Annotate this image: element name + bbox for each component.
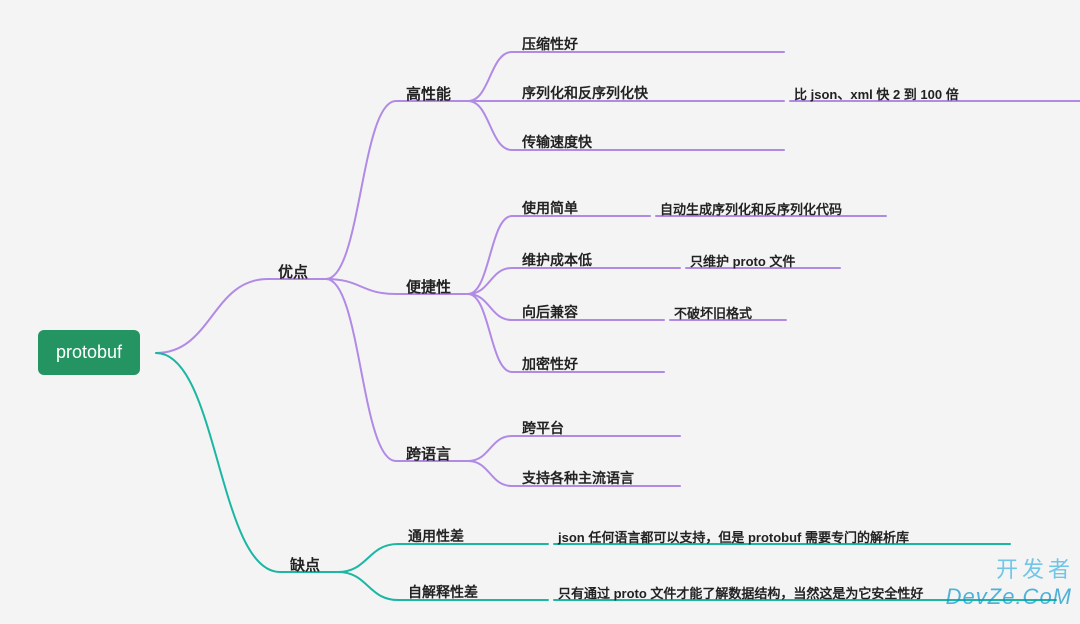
anno-selfdesc: 只有通过 proto 文件才能了解数据结构，当然这是为它安全性好 [558,583,923,602]
node-cons: 缺点 [290,554,320,575]
node-compress: 压缩性好 [522,34,578,54]
node-selfdesc: 自解释性差 [408,582,478,602]
anno-compat: 不破坏旧格式 [674,303,752,322]
anno-serial: 比 json、xml 快 2 到 100 倍 [794,84,959,103]
node-perf: 高性能 [406,83,451,104]
node-maint: 维护成本低 [522,250,592,270]
node-easy: 使用简单 [522,198,578,218]
node-serial: 序列化和反序列化快 [522,83,648,103]
node-general: 通用性差 [408,526,464,546]
node-speed: 传输速度快 [522,132,592,152]
node-xplat: 跨平台 [522,418,564,438]
watermark-cn: 开发者 [996,552,1074,584]
node-pros: 优点 [278,261,308,282]
node-lang: 跨语言 [406,443,451,464]
anno-general: json 任何语言都可以支持，但是 protobuf 需要专门的解析库 [558,527,909,546]
node-conv: 便捷性 [406,276,451,297]
node-encrypt: 加密性好 [522,354,578,374]
node-compat: 向后兼容 [522,302,578,322]
anno-easy: 自动生成序列化和反序列化代码 [660,199,842,218]
watermark-en: DevZe.CoM [946,584,1072,610]
anno-maint: 只维护 proto 文件 [690,251,795,270]
node-root: protobuf [38,330,140,375]
node-langs: 支持各种主流语言 [522,468,634,488]
